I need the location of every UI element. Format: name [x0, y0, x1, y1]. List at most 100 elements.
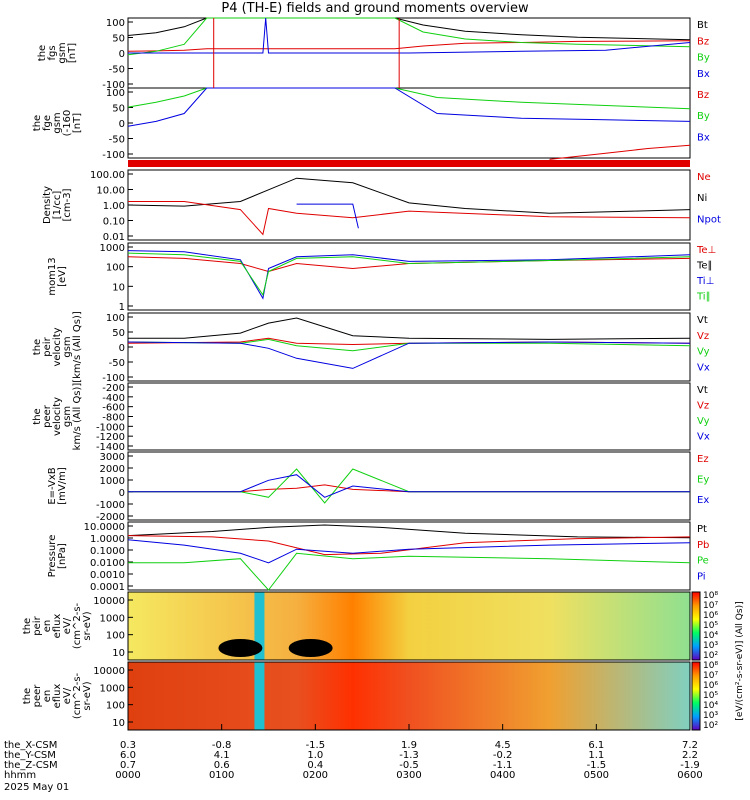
series-Vy [127, 338, 691, 352]
y-tick-label: 100.00 [90, 170, 125, 181]
y-tick-label: 1000 [100, 243, 125, 254]
series-Bx [128, 17, 691, 54]
y-tick-label: -1000 [96, 422, 125, 433]
spectrogram-peer-eflux [128, 662, 690, 730]
y-tick-label: 1.0000 [90, 534, 125, 545]
y-tick-label: 0 [119, 119, 125, 130]
legend-Ez: Ez [697, 454, 709, 465]
colorbar-tick: 10⁴ [703, 631, 718, 641]
x-row-label: the_Y-CSM [4, 750, 56, 761]
y-axis-label: gsm [62, 336, 73, 357]
y-tick-label: 0 [119, 488, 125, 499]
y-axis-label: the [32, 115, 43, 131]
legend-Ey: Ey [697, 475, 709, 486]
date-label: 2025 May 01 [4, 782, 69, 793]
x-tick-label: 1.1 [588, 750, 604, 761]
legend-Te∥: Te∥ [696, 261, 713, 272]
y-axis-label: peir [32, 615, 43, 635]
y-tick-label: 100 [106, 313, 125, 324]
y-axis-label: sr-eV) [82, 681, 93, 710]
legend-Pt: Pt [697, 524, 707, 535]
x-tick-label: 4.5 [495, 740, 511, 751]
legend-Vt: Vt [697, 385, 708, 396]
y-axis-label: eV/ [62, 617, 73, 634]
y-tick-label: -50 [109, 65, 125, 76]
legend-Ne: Ne [697, 172, 711, 183]
series-Ti⊥ [127, 250, 691, 300]
series-Ex [128, 474, 690, 498]
series-Pt [127, 524, 691, 539]
y-tick-label: 0.0100 [90, 558, 125, 569]
y-axis-label: the [32, 339, 43, 355]
y-axis-label: peir [42, 336, 53, 356]
legend-Bx: Bx [697, 132, 710, 143]
y-tick-label: 1 [119, 302, 125, 313]
spectrogram-gap-band [254, 592, 265, 660]
y-tick-label: 100 [106, 18, 125, 29]
y-tick-label: 2000 [100, 464, 125, 475]
x-tick-label: 1.0 [307, 750, 323, 761]
y-tick-label: -200 [102, 383, 125, 394]
x-tick-label: 2.2 [682, 750, 698, 761]
y-tick-label: 10 [112, 718, 125, 729]
x-tick-label: 4.1 [214, 750, 230, 761]
series-Pe [128, 552, 691, 591]
y-axis-label: [mV/m] [57, 467, 68, 505]
panel-frame-pressure [127, 521, 691, 591]
colorbar-tick: 10² [703, 651, 718, 661]
y-axis-label: fgs [47, 45, 58, 60]
legend-Bx: Bx [697, 69, 710, 80]
colorbar-tick: 10⁶ [703, 611, 718, 621]
series-Bt [127, 17, 691, 41]
y-tick-label: 0.01 [103, 232, 125, 243]
y-tick-label: 100 [106, 263, 125, 274]
colorbar-tick: 10⁵ [703, 621, 718, 631]
y-tick-label: 100 [106, 88, 125, 99]
y-axis-label: Density [42, 186, 53, 224]
y-axis-label: [nT] [72, 113, 83, 133]
y-tick-label: 10.0000 [84, 522, 125, 533]
colorbar-peir [691, 591, 701, 661]
series-By [127, 17, 691, 56]
x-tick-label: 0500 [584, 770, 609, 781]
spectrogram-dropout [288, 639, 333, 657]
y-axis-label: eflux [52, 614, 63, 639]
x-tick-label: 0.6 [214, 760, 230, 771]
legend-Pb: Pb [697, 540, 709, 551]
series-Bz [549, 144, 691, 160]
x-tick-label: 0.3 [120, 740, 136, 751]
colorbar-tick: 10⁷ [703, 671, 718, 681]
x-row-label: the_Z-CSM [4, 760, 58, 771]
y-tick-label: 100 [106, 631, 125, 642]
x-row-label: hhmm [4, 770, 36, 781]
series-Pi [127, 539, 691, 564]
y-tick-label: 50 [112, 34, 125, 45]
legend-Vz: Vz [697, 401, 709, 412]
x-tick-label: -1.9 [680, 760, 700, 771]
y-tick-label: 1.00 [103, 201, 125, 212]
x-tick-label: 6.1 [588, 740, 604, 751]
colorbar-tick: 10⁸ [703, 591, 718, 601]
ephemeris-band [128, 160, 690, 167]
y-axis-label: [eV] [57, 266, 68, 287]
y-axis-label: Pressure [47, 535, 58, 578]
x-tick-label: 0600 [677, 770, 702, 781]
legend-By: By [697, 111, 710, 122]
y-axis-label: en [42, 690, 53, 703]
y-tick-label: 10000 [93, 596, 125, 607]
panel-frame-efield [127, 451, 691, 521]
y-tick-label: -1200 [96, 432, 125, 443]
y-axis-label: [1/cc] [52, 191, 63, 220]
x-tick-label: -1.3 [399, 750, 419, 761]
x-tick-label: 0300 [396, 770, 421, 781]
colorbar-tick: 10⁵ [703, 691, 718, 701]
x-tick-label: -0.5 [399, 760, 419, 771]
series-Pb [127, 535, 691, 556]
page-title: P4 (TH-E) fields and ground moments over… [221, 1, 529, 16]
spectrogram-peir-eflux [128, 592, 690, 660]
colorbar-peer [691, 661, 701, 731]
x-tick-label: 0000 [115, 770, 140, 781]
x-row-label: the_X-CSM [4, 740, 57, 751]
y-axis-label: eV/ [62, 687, 73, 704]
